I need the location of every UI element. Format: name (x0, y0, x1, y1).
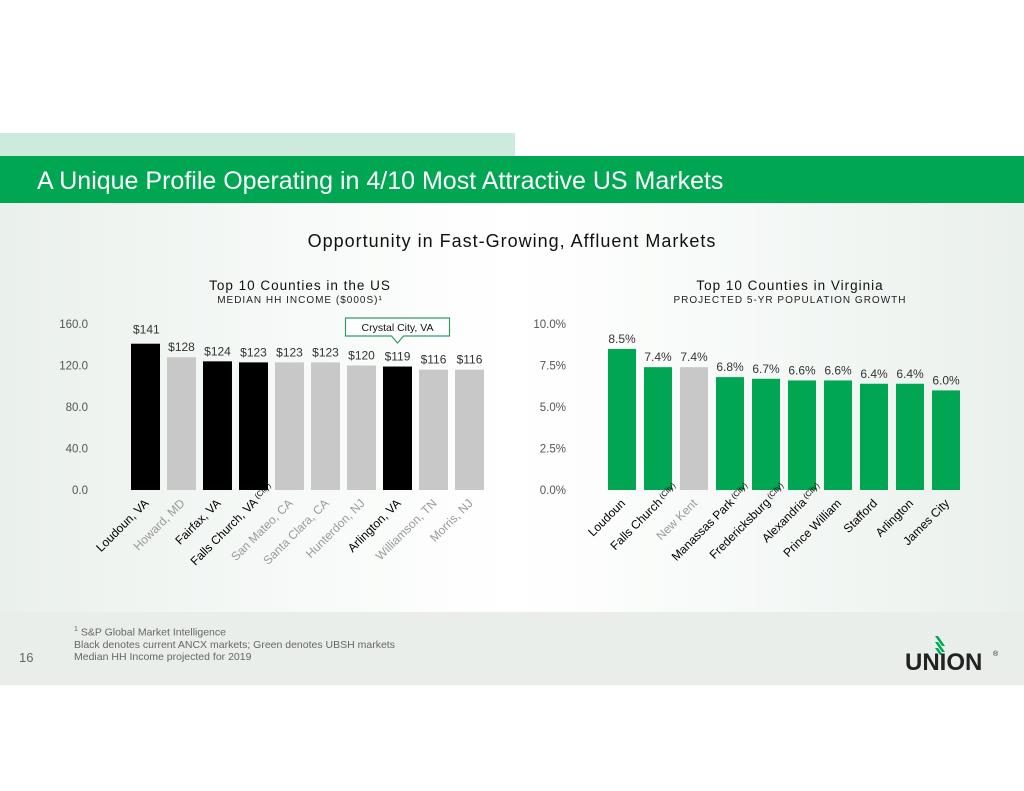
page-title: A Unique Profile Operating in 4/10 Most … (37, 167, 724, 195)
left-data-label: $119 (385, 350, 411, 364)
right-bar (608, 348, 636, 490)
union-logo: UNION ® (905, 634, 1005, 676)
right-bar (860, 383, 888, 490)
right-bar (752, 378, 780, 490)
right-bar (788, 380, 816, 490)
left-data-label: $141 (133, 323, 160, 337)
left-bar (239, 362, 268, 490)
left-bar (347, 365, 376, 490)
right-bar (680, 367, 708, 490)
right-data-label: 7.4% (680, 350, 708, 364)
footnote-source: 1 S&P Global Market Intelligence (74, 626, 226, 639)
left-ytick-label: 40.0 (66, 444, 88, 456)
logo-text: UNION (905, 649, 982, 674)
right-data-label: 8.5% (608, 332, 636, 346)
right-bar (716, 377, 744, 490)
section-subtitle: Opportunity in Fast-Growing, Affluent Ma… (307, 231, 717, 251)
left-data-label: $123 (276, 345, 303, 359)
right-ytick-label: 10.0% (533, 319, 566, 331)
header-accent-band (0, 133, 515, 156)
left-ytick-label: 120.0 (59, 361, 88, 373)
right-chart-subtitle: PROJECTED 5-YR POPULATION GROWTH (673, 295, 907, 306)
right-data-label: 6.4% (896, 367, 924, 381)
right-data-label: 6.4% (860, 367, 888, 381)
left-ytick-label: 0.0 (72, 485, 88, 497)
left-bar (167, 357, 196, 490)
footnote-line-3: Median HH Income projected for 2019 (74, 651, 252, 663)
right-data-label: 6.6% (788, 363, 816, 377)
right-data-label: 6.8% (716, 360, 744, 374)
right-data-label: 6.0% (932, 373, 960, 387)
left-bar (455, 369, 484, 490)
right-ytick-label: 5.0% (540, 402, 566, 414)
left-data-label: $120 (348, 349, 375, 363)
annotation-callout-text: Crystal City, VA (362, 322, 434, 334)
slide-content: Opportunity in Fast-Growing, Affluent Ma… (0, 203, 1024, 612)
title-bar: A Unique Profile Operating in 4/10 Most … (0, 156, 1024, 203)
right-data-label: 6.6% (824, 363, 852, 377)
right-ytick-label: 2.5% (540, 444, 566, 456)
left-chart-title: Top 10 Counties in the US (209, 278, 391, 293)
left-data-label: $116 (457, 353, 483, 367)
left-bar (383, 366, 412, 490)
left-data-label: $124 (204, 344, 231, 358)
footer: 1 S&P Global Market Intelligence Black d… (0, 612, 1024, 685)
left-bar (203, 361, 232, 490)
left-bar (131, 343, 160, 490)
left-bar (419, 369, 448, 490)
left-data-label: $123 (312, 345, 339, 359)
left-ytick-label: 160.0 (59, 319, 88, 331)
page-number: 16 (19, 650, 34, 665)
right-data-label: 6.7% (752, 362, 780, 376)
left-chart-subtitle: MEDIAN HH INCOME ($000S)¹ (217, 295, 383, 306)
right-chart-title: Top 10 Counties in Virginia (696, 278, 884, 293)
right-ytick-label: 0.0% (540, 485, 566, 497)
right-bar (896, 383, 924, 490)
logo-leaf-icon (935, 636, 945, 655)
footnote-line-2: Black denotes current ANCX markets; Gree… (74, 639, 395, 651)
left-data-label: $128 (168, 340, 195, 354)
left-bar (275, 362, 304, 490)
right-bar (932, 390, 960, 490)
right-bar (644, 367, 672, 490)
footnote-marker: 1 (74, 626, 78, 633)
footnote-line-1: S&P Global Market Intelligence (80, 626, 226, 639)
left-bar (311, 362, 340, 490)
left-data-label: $116 (421, 353, 447, 367)
right-bar (824, 380, 852, 490)
left-ytick-label: 80.0 (66, 402, 88, 414)
annotation-callout-box (344, 317, 451, 344)
logo-registered-mark: ® (993, 650, 999, 658)
right-data-label: 7.4% (644, 350, 672, 364)
left-data-label: $123 (240, 345, 267, 359)
right-ytick-label: 7.5% (540, 361, 566, 373)
